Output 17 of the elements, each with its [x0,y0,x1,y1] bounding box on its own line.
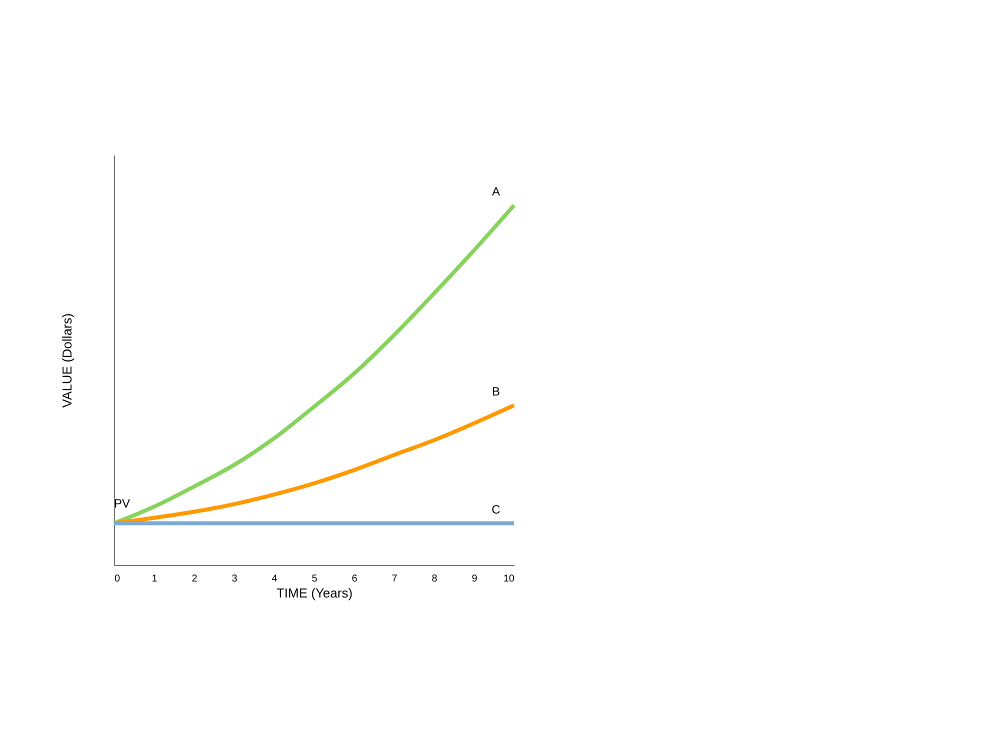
x-tick-label: 5 [312,574,318,584]
x-tick-label: 6 [352,574,358,584]
series-label: C [492,502,501,516]
x-tick-label: 1 [152,574,158,584]
x-axis-title: TIME (Years) [276,586,353,600]
x-tick-label: 4 [272,574,278,584]
x-tick-label: 2 [192,574,198,584]
x-tick-label: 9 [472,574,478,584]
series-label: A [492,184,500,198]
x-tick-label: 8 [432,574,438,584]
y-axis-title: VALUE (Dollars) [60,313,74,408]
annotation: PV [114,496,130,510]
x-tick-label: 0 [114,574,120,584]
x-tick-label: 3 [232,574,238,584]
x-tick-label: 7 [392,574,398,584]
series-label: B [492,384,500,398]
x-tick-label: 10 [503,574,515,584]
